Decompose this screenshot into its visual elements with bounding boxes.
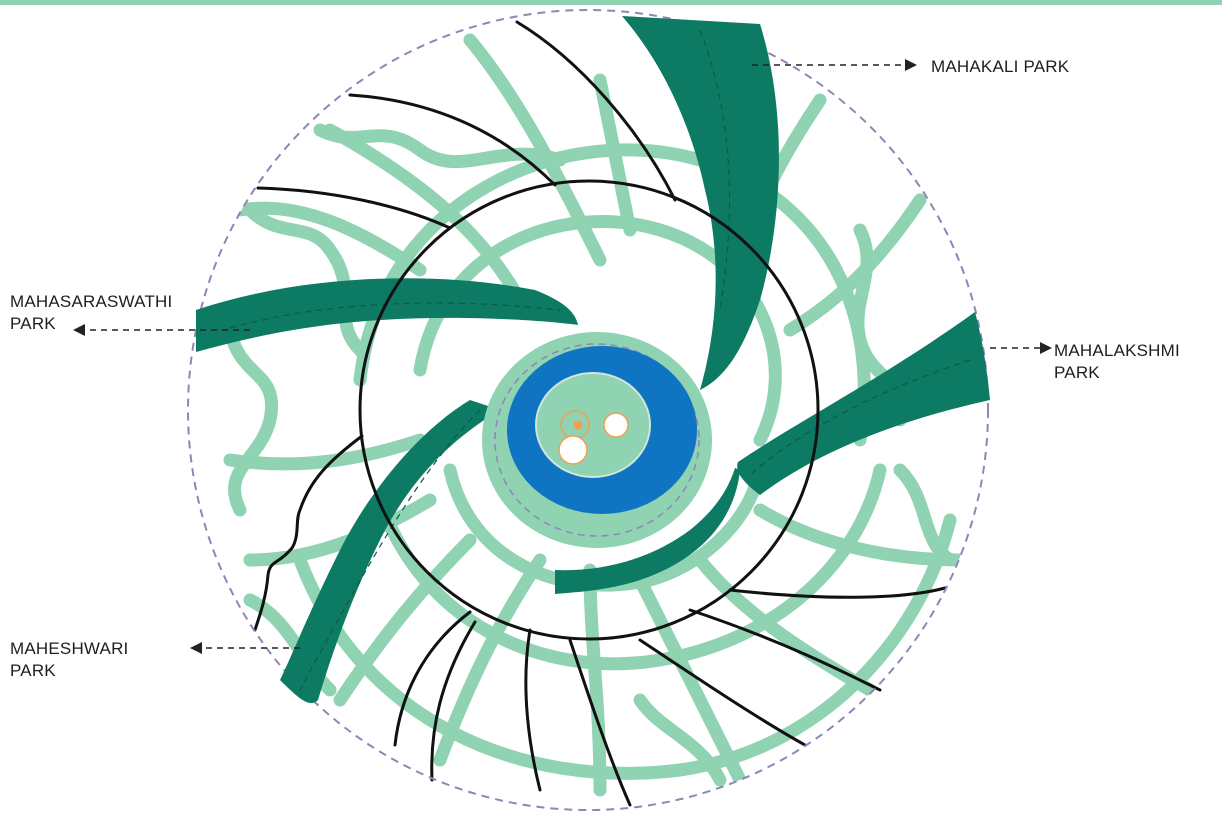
island-feature-right — [603, 412, 629, 438]
mahakali-park-label: MAHAKALI PARK — [931, 56, 1069, 78]
arrowheads — [73, 59, 1052, 654]
maheshwari-park-band — [280, 400, 500, 704]
mahasaraswathi-label-line1: MAHASARASWATHI — [10, 292, 173, 311]
mahalakshmi-label-line2: PARK — [1054, 363, 1100, 382]
central-hub — [482, 332, 712, 548]
maheshwari-arrowhead — [190, 642, 202, 654]
inner-ring-circle — [358, 179, 820, 641]
mahakali-arrowhead — [905, 59, 917, 71]
leader-arrows — [85, 64, 1040, 649]
mahasaraswathi-label-line2: PARK — [10, 314, 56, 333]
maheshwari-label-line2: PARK — [10, 661, 56, 680]
light-green-path-network — [223, 33, 967, 797]
mahalakshmi-arrowhead — [1040, 342, 1052, 354]
mahasaraswathi-park-label: MAHASARASWATHI PARK — [10, 291, 172, 335]
mahasaraswathi-park-band — [196, 278, 578, 352]
hub-dashed-ring — [494, 343, 700, 537]
mahalakshmi-park-label: MAHALAKSHMI PARK — [1054, 340, 1180, 384]
outer-boundary-circle — [187, 9, 989, 811]
mahakali-park-label-text: MAHAKALI PARK — [931, 57, 1070, 76]
island-feature-left — [558, 435, 588, 465]
black-spoke-lines — [253, 20, 947, 807]
maheshwari-label-line1: MAHESHWARI — [10, 639, 129, 658]
mahalakshmi-park-band — [737, 312, 990, 495]
dark-green-park-bands — [196, 16, 990, 704]
central-island — [535, 372, 651, 478]
lower-curved-band — [555, 468, 740, 594]
mahakali-park-band — [622, 16, 779, 390]
mahalakshmi-label-line1: MAHALAKSHMI — [1054, 341, 1180, 360]
core-dot — [573, 420, 583, 430]
mahasaraswathi-arrowhead — [73, 324, 85, 336]
top-accent-strip — [0, 0, 1222, 5]
band-centerlines — [229, 29, 971, 691]
maheshwari-park-label: MAHESHWARI PARK — [10, 638, 129, 682]
